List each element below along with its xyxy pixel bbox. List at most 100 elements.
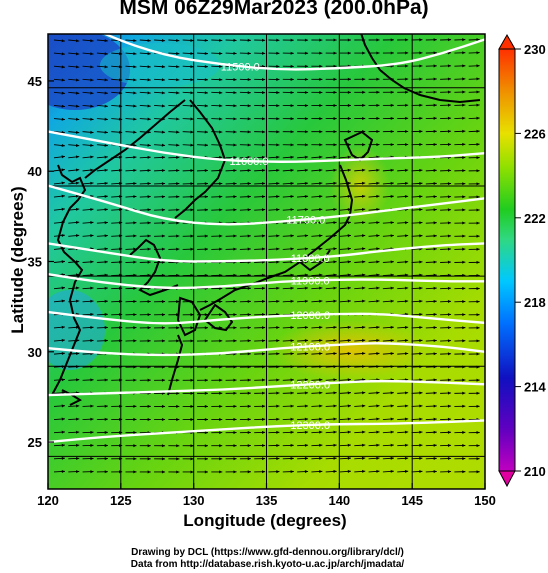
wind-arrow-head	[447, 182, 452, 186]
wind-arrow-head	[190, 326, 194, 330]
wind-arrow-head	[61, 233, 65, 237]
wind-arrow-head	[290, 117, 294, 121]
wind-arrow-head	[90, 168, 94, 172]
wind-arrow-head	[419, 195, 423, 199]
wind-arrow-head	[219, 195, 223, 199]
wind-arrow-head	[61, 443, 65, 447]
wind-arrow-head	[419, 168, 423, 172]
wind-arrow-head	[390, 365, 394, 369]
contour-label: 11700.0	[286, 214, 325, 226]
y-axis-label: Latitude (degrees)	[8, 186, 27, 334]
wind-arrow-head	[462, 247, 466, 251]
wind-arrow-head	[61, 469, 65, 474]
wind-arrow-head	[419, 339, 423, 343]
wind-arrow-head	[319, 38, 323, 42]
wind-arrow-head	[204, 444, 208, 448]
wind-arrow-head	[118, 299, 123, 303]
wind-arrow-head	[347, 51, 351, 55]
wind-arrow-head	[433, 443, 437, 447]
wind-arrow-head	[319, 181, 323, 185]
wind-arrow-head	[433, 103, 437, 107]
wind-arrow-head	[304, 325, 309, 329]
wind-arrow-head	[276, 443, 280, 447]
wind-arrow-head	[190, 273, 194, 277]
wind-arrow-head	[219, 38, 223, 42]
colorbar-ticks: 210 214 218 222 226 230	[515, 42, 546, 479]
wind-arrow-head	[404, 456, 409, 460]
wind-arrow-head	[476, 313, 480, 317]
wind-arrow-head	[261, 378, 266, 382]
wind-arrow-head	[119, 457, 123, 461]
wind-arrow-head	[262, 38, 266, 42]
wind-arrow-head	[147, 313, 151, 317]
wind-arrow-head	[104, 168, 108, 172]
wind-arrow-head	[61, 155, 65, 159]
wind-arrow-head	[76, 417, 80, 421]
wind-arrow-head	[419, 51, 423, 55]
wind-arrow-head	[261, 234, 266, 238]
wind-arrow-head	[319, 208, 323, 212]
wind-arrow-head	[333, 404, 337, 408]
wind-arrow-head	[347, 130, 351, 134]
wind-arrow-head	[304, 286, 309, 290]
wind-arrow-head	[319, 456, 323, 460]
wind-arrow-head	[133, 234, 137, 238]
wind-arrow-head	[190, 313, 194, 317]
wind-arrow-head	[433, 365, 437, 369]
wind-arrow-head	[204, 117, 208, 121]
wind-arrow-head	[462, 286, 466, 290]
wind-arrow-head	[219, 273, 223, 277]
wind-arrow-head	[133, 470, 137, 474]
wind-arrow-head	[147, 208, 151, 212]
wind-arrow-head	[104, 457, 108, 461]
wind-arrow-head	[361, 234, 366, 238]
wind-arrow-head	[219, 104, 223, 108]
wind-arrow-head	[75, 181, 80, 185]
wind-arrow-head	[75, 52, 80, 56]
wind-arrow-head	[462, 391, 466, 395]
wind-arrow-head	[476, 300, 480, 304]
wind-arrow-head	[433, 64, 437, 68]
cool-band	[100, 43, 220, 87]
wind-arrow-head	[290, 417, 294, 421]
wind-arrow-head	[118, 208, 123, 212]
wind-arrow-head	[447, 352, 452, 356]
wind-arrow-head	[276, 155, 280, 159]
wind-arrow-head	[90, 143, 94, 147]
wind-arrow-head	[233, 155, 237, 159]
wind-arrow-head	[147, 65, 151, 69]
wind-arrow-head	[161, 378, 166, 382]
wind-arrow-head	[419, 430, 423, 434]
wind-arrow-head	[390, 391, 394, 395]
wind-arrow-head	[262, 143, 266, 147]
wind-arrow-head	[119, 470, 123, 474]
wind-arrow-head	[276, 457, 280, 461]
wind-arrow-head	[190, 339, 194, 343]
wind-arrow-head	[233, 431, 237, 435]
wind-arrow-head	[133, 78, 137, 82]
wind-arrow-head	[433, 247, 437, 251]
wind-arrow-head	[219, 130, 223, 134]
wind-arrow-head	[204, 470, 208, 474]
wind-arrow-head	[362, 143, 366, 147]
wind-arrow-head	[304, 117, 309, 121]
wind-arrow-head	[362, 103, 366, 107]
wind-arrow-head	[404, 352, 409, 356]
contour-label: 11600.0	[230, 156, 269, 168]
wind-arrow-head	[104, 312, 108, 316]
wind-arrow-head	[333, 378, 337, 382]
wind-arrow-head	[90, 260, 94, 264]
wind-arrow-head	[447, 339, 452, 343]
wind-arrow-head	[476, 431, 480, 435]
wind-arrow-head	[133, 404, 137, 408]
wind-arrow-head	[447, 208, 452, 212]
wind-arrow-head	[290, 64, 294, 68]
wind-arrow-head	[147, 91, 151, 95]
wind-arrow-head	[276, 247, 280, 251]
wind-arrow-head	[333, 456, 337, 460]
wind-arrow-head	[276, 417, 280, 421]
wind-arrow-head	[219, 444, 223, 448]
wind-arrow-head	[347, 417, 351, 421]
wind-arrow-head	[61, 299, 65, 303]
wind-arrow-head	[290, 470, 294, 474]
